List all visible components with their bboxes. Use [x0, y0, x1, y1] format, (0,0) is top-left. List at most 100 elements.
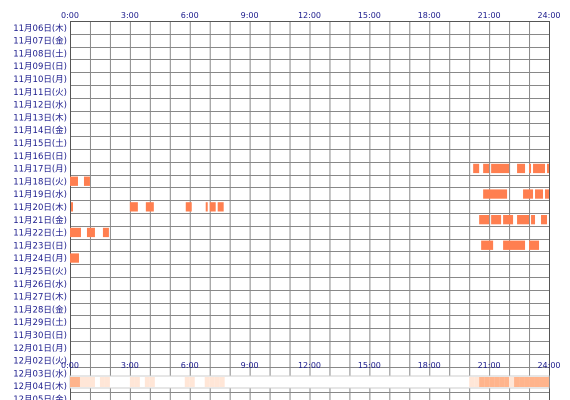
summary-cell: [214, 377, 220, 387]
summary-cell: [504, 377, 510, 387]
summary-cell: [184, 377, 190, 387]
day-label: 11月20日(木): [13, 202, 67, 213]
x-tick-label: 9:00: [241, 361, 259, 370]
activity-bar: [70, 202, 73, 212]
day-label: 12月02日(火): [13, 357, 67, 367]
activity-bar: [70, 227, 81, 238]
day-label: 11月25日(火): [13, 267, 67, 277]
summary-cell: [104, 377, 110, 387]
summary-strip: [69, 375, 550, 389]
x-tick-label: 18:00: [418, 11, 441, 20]
summary-cell: [489, 377, 495, 387]
day-label: 11月14日(金): [13, 125, 67, 136]
activity-bar: [145, 202, 154, 212]
activity-bar: [531, 215, 536, 225]
summary-cell: [134, 377, 140, 387]
day-label: 11月18日(火): [13, 177, 67, 187]
activity-bar: [70, 176, 78, 186]
x-tick-labels-bottom: 0:00 3:00 6:00 9:00 12:00 15:00 18:00 21:00 24:0…: [61, 361, 561, 370]
activity-bar: [185, 202, 192, 212]
day-label: 12月01日(月): [13, 344, 67, 354]
summary-cell: [129, 377, 135, 387]
day-label: 11月10日(月): [13, 75, 67, 85]
day-label: 11月24日(月): [13, 254, 67, 264]
activity-bar: [483, 163, 490, 174]
x-tick-labels-top: 0:00 3:00 6:00 9:00 12:00 15:00 18:00 21:00 24:0…: [61, 11, 561, 20]
summary-cell: [534, 377, 540, 387]
summary-cell: [544, 377, 549, 387]
x-tick-label: 24:00: [537, 11, 560, 20]
activity-bar: [517, 163, 526, 174]
summary-cell: [474, 377, 480, 387]
x-tick-label: 18:00: [418, 361, 441, 370]
activity-bar: [205, 202, 208, 212]
activity-bar: [529, 240, 540, 250]
summary-cell: [189, 377, 195, 387]
summary-cell: [529, 377, 535, 387]
activity-bar: [491, 163, 510, 174]
day-label: 11月13日(木): [13, 112, 67, 123]
activity-bar: [491, 215, 502, 225]
grid: [70, 21, 550, 400]
activity-bar: [547, 163, 549, 174]
activity-bar: [70, 253, 79, 263]
day-label: 12月04日(木): [13, 381, 67, 392]
day-label: 12月03日(水): [13, 368, 67, 379]
summary-cell: [89, 377, 95, 387]
day-label: 11月26日(水): [13, 279, 67, 290]
summary-cell: [99, 377, 105, 387]
activity-bar: [523, 189, 534, 199]
day-label: 11月30日(日): [13, 331, 67, 341]
day-label: 11月16日(日): [13, 152, 67, 162]
day-label: 11月17日(月): [13, 165, 67, 175]
day-label: 11月08日(土): [13, 48, 67, 59]
summary-cell: [519, 377, 525, 387]
day-label: 11月15日(土): [13, 138, 67, 149]
day-label: 12月05日(金): [13, 394, 67, 400]
x-tick-label: 6:00: [181, 11, 199, 20]
activity-bar: [481, 240, 494, 250]
summary-cell: [149, 377, 155, 387]
activity-bar: [535, 189, 544, 199]
day-label: 11月07日(金): [13, 36, 67, 47]
summary-cell: [70, 377, 75, 387]
summary-cell: [204, 377, 210, 387]
summary-cell: [539, 377, 545, 387]
activity-bar: [541, 215, 548, 225]
x-tick-label: 3:00: [121, 11, 139, 20]
summary-cell: [494, 377, 500, 387]
summary-cell: [514, 377, 520, 387]
x-tick-label: 12:00: [298, 11, 321, 20]
summary-cell: [84, 377, 90, 387]
activity-bar: [483, 189, 508, 199]
summary-cell: [484, 377, 490, 387]
day-label: 11月11日(火): [13, 88, 67, 98]
activity-marks: [70, 163, 549, 263]
x-tick-label: 0:00: [61, 361, 79, 370]
summary-cell: [509, 377, 515, 387]
day-label: 11月22日(土): [13, 228, 67, 239]
x-tick-label: 3:00: [121, 361, 139, 370]
summary-cell: [469, 377, 475, 387]
day-label: 11月28日(金): [13, 304, 67, 315]
day-label: 11月23日(日): [13, 241, 67, 251]
plot-border: [70, 21, 550, 400]
day-label: 11月09日(日): [13, 62, 67, 72]
day-labels: 11月06日(木) 11月07日(金)11月08日(土) 11月09日(日) 11月1…: [13, 23, 67, 400]
activity-bar: [86, 227, 95, 238]
activity-bar: [473, 163, 480, 174]
x-tick-label: 9:00: [241, 11, 259, 20]
x-tick-label: 0:00: [61, 11, 79, 20]
summary-cell: [144, 377, 150, 387]
summary-cell: [499, 377, 505, 387]
day-label: 11月06日(木): [13, 23, 67, 34]
activity-bar: [517, 215, 530, 225]
activity-bar: [529, 163, 532, 174]
day-label: 11月29日(土): [13, 317, 67, 328]
x-tick-label: 21:00: [478, 11, 501, 20]
summary-cell: [524, 377, 530, 387]
day-label: 11月21日(金): [13, 215, 67, 226]
summary-cell: [74, 377, 80, 387]
summary-cell: [209, 377, 215, 387]
